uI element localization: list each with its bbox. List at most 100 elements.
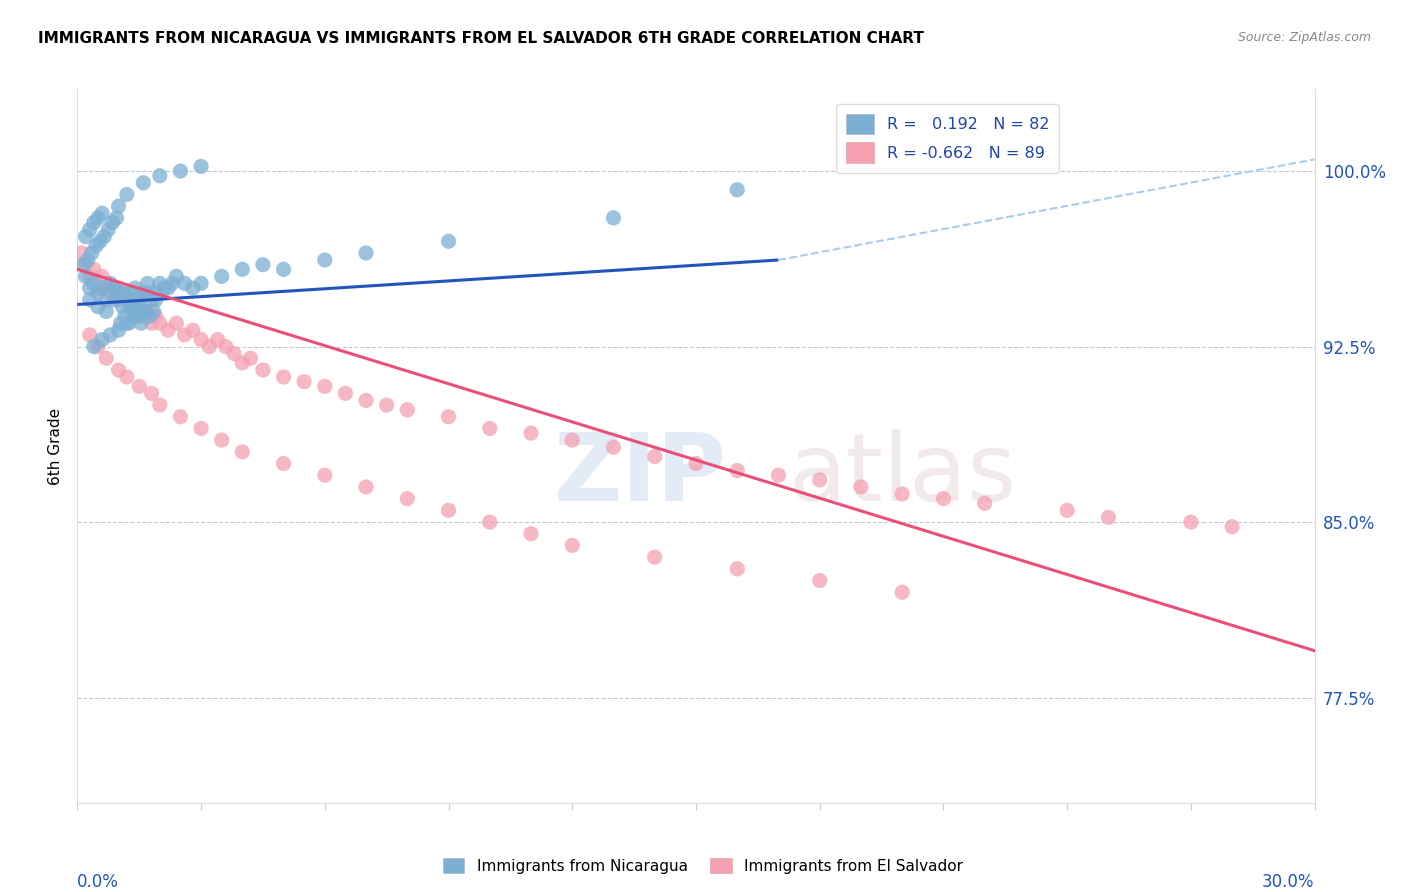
Point bbox=[153, 281, 176, 295]
Point bbox=[96, 304, 118, 318]
Point bbox=[181, 323, 204, 337]
Point bbox=[127, 309, 149, 323]
Point bbox=[128, 293, 150, 307]
Point bbox=[602, 440, 624, 454]
Point bbox=[128, 300, 150, 314]
Point bbox=[75, 258, 97, 272]
Point bbox=[173, 327, 195, 342]
Point bbox=[76, 252, 98, 267]
Point bbox=[128, 379, 150, 393]
Point bbox=[136, 277, 159, 291]
Point bbox=[72, 258, 94, 272]
Point bbox=[252, 258, 274, 272]
Point bbox=[222, 346, 245, 360]
Point bbox=[87, 285, 110, 300]
Point bbox=[79, 222, 101, 236]
Point bbox=[231, 356, 253, 370]
Text: 30.0%: 30.0% bbox=[1263, 873, 1315, 891]
Point bbox=[87, 211, 110, 225]
Point bbox=[190, 160, 212, 174]
Point bbox=[107, 363, 129, 377]
Point bbox=[335, 386, 357, 401]
Point bbox=[644, 450, 666, 464]
Point bbox=[111, 300, 134, 314]
Point bbox=[149, 316, 172, 330]
Point bbox=[1056, 503, 1078, 517]
Point bbox=[211, 433, 233, 447]
Point bbox=[128, 304, 150, 318]
Point bbox=[561, 538, 583, 552]
Point bbox=[91, 281, 114, 295]
Text: IMMIGRANTS FROM NICARAGUA VS IMMIGRANTS FROM EL SALVADOR 6TH GRADE CORRELATION C: IMMIGRANTS FROM NICARAGUA VS IMMIGRANTS … bbox=[38, 31, 924, 46]
Point bbox=[520, 526, 543, 541]
Point bbox=[231, 445, 253, 459]
Point bbox=[354, 393, 377, 408]
Point bbox=[932, 491, 955, 506]
Point bbox=[98, 277, 121, 291]
Point bbox=[142, 304, 165, 318]
Point bbox=[478, 515, 501, 529]
Point bbox=[891, 585, 914, 599]
Text: 0.0%: 0.0% bbox=[77, 873, 120, 891]
Point bbox=[173, 277, 195, 291]
Point bbox=[211, 269, 233, 284]
Point bbox=[132, 304, 155, 318]
Point bbox=[198, 340, 221, 354]
Point bbox=[75, 229, 97, 244]
Point bbox=[124, 281, 146, 295]
Point bbox=[111, 285, 134, 300]
Point bbox=[107, 199, 129, 213]
Point bbox=[115, 293, 138, 307]
Point bbox=[207, 333, 229, 347]
Point bbox=[725, 464, 748, 478]
Point bbox=[96, 351, 118, 366]
Point bbox=[75, 269, 97, 284]
Point bbox=[107, 323, 129, 337]
Point bbox=[103, 281, 125, 295]
Point bbox=[314, 252, 336, 267]
Point bbox=[87, 300, 110, 314]
Legend: R =   0.192   N = 82, R = -0.662   N = 89: R = 0.192 N = 82, R = -0.662 N = 89 bbox=[837, 104, 1059, 172]
Point bbox=[396, 402, 419, 417]
Point bbox=[314, 379, 336, 393]
Point bbox=[891, 487, 914, 501]
Point bbox=[157, 281, 180, 295]
Point bbox=[190, 277, 212, 291]
Point bbox=[83, 277, 105, 291]
Point bbox=[79, 281, 101, 295]
Point bbox=[97, 222, 120, 236]
Point bbox=[478, 421, 501, 435]
Point bbox=[89, 234, 111, 248]
Point bbox=[1220, 519, 1243, 533]
Point bbox=[80, 246, 103, 260]
Point bbox=[129, 316, 152, 330]
Point bbox=[120, 285, 142, 300]
Point bbox=[644, 550, 666, 565]
Point bbox=[105, 211, 128, 225]
Point bbox=[396, 491, 419, 506]
Point bbox=[101, 216, 124, 230]
Point bbox=[136, 285, 159, 300]
Point bbox=[141, 316, 163, 330]
Point bbox=[354, 480, 377, 494]
Point bbox=[79, 327, 101, 342]
Legend: Immigrants from Nicaragua, Immigrants from El Salvador: Immigrants from Nicaragua, Immigrants fr… bbox=[437, 852, 969, 880]
Point bbox=[292, 375, 315, 389]
Point bbox=[437, 409, 460, 424]
Point bbox=[107, 285, 129, 300]
Point bbox=[93, 229, 115, 244]
Point bbox=[725, 562, 748, 576]
Point bbox=[110, 316, 132, 330]
Text: Source: ZipAtlas.com: Source: ZipAtlas.com bbox=[1237, 31, 1371, 45]
Point bbox=[354, 246, 377, 260]
Point bbox=[437, 503, 460, 517]
Point bbox=[215, 340, 238, 354]
Point bbox=[973, 496, 995, 510]
Point bbox=[273, 262, 295, 277]
Point bbox=[141, 386, 163, 401]
Point bbox=[145, 293, 167, 307]
Text: ZIP: ZIP bbox=[554, 428, 727, 521]
Point bbox=[83, 262, 105, 277]
Point bbox=[122, 304, 145, 318]
Point bbox=[239, 351, 262, 366]
